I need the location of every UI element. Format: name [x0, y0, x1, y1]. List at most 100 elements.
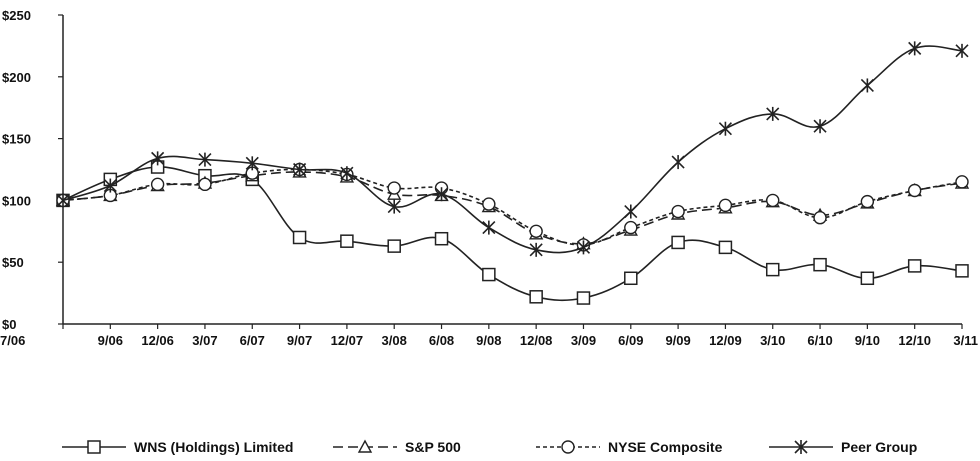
- data-point: [387, 239, 401, 253]
- data-point: [151, 151, 165, 166]
- data-point: [482, 197, 496, 211]
- data-point: [529, 242, 543, 257]
- x-tick-label: 7/06: [0, 333, 25, 348]
- x-tick-label: 9/07: [287, 333, 312, 348]
- data-point: [955, 175, 969, 189]
- x-tick-label: 9/09: [665, 333, 690, 348]
- legend-label: S&P 500: [405, 439, 461, 455]
- data-point: [718, 240, 733, 255]
- x-tick-label: 3/11: [953, 333, 978, 348]
- data-point: [198, 152, 212, 167]
- x-tick-label: 3/07: [192, 333, 217, 348]
- y-tick-label: $200: [2, 70, 31, 85]
- data-point: [907, 183, 922, 198]
- x-tick-label: 12/07: [331, 333, 364, 348]
- data-point: [387, 199, 401, 214]
- data-point: [198, 177, 212, 192]
- series-line-wns-holdings-limited: [62, 166, 963, 302]
- data-point: [529, 224, 543, 239]
- data-point: [671, 204, 685, 219]
- x-tick-label: 9/06: [98, 333, 123, 348]
- data-point: [434, 187, 449, 202]
- series-peer-group: [56, 41, 969, 257]
- series-s-p-500: [55, 164, 970, 250]
- y-tick-label: $150: [2, 132, 31, 147]
- x-tick-label: 3/09: [571, 333, 596, 348]
- data-point: [624, 271, 638, 286]
- series-line-nyse-composite: [62, 168, 963, 246]
- data-point: [908, 41, 922, 56]
- data-point: [860, 271, 875, 286]
- legend-item-wns-holdings-limited: WNS (Holdings) Limited: [62, 439, 293, 455]
- x-tick-label: 6/09: [618, 333, 643, 348]
- legend-item-s-p-500: S&P 500: [333, 439, 461, 455]
- x-tick-label: 9/10: [855, 333, 880, 348]
- data-point: [813, 211, 827, 225]
- data-point: [624, 204, 638, 219]
- x-tick-label: 6/08: [429, 333, 454, 348]
- data-point: [56, 193, 70, 208]
- data-point: [860, 78, 874, 93]
- legend-marker: [561, 440, 575, 454]
- data-point: [482, 267, 496, 282]
- x-tick-label: 9/08: [476, 333, 501, 348]
- series-line-peer-group: [62, 45, 963, 254]
- legend-marker: [794, 440, 808, 454]
- data-point: [955, 43, 969, 58]
- x-tick-label: 12/10: [898, 333, 931, 348]
- legend: WNS (Holdings) Limited S&P 500 NYSE Compos…: [62, 439, 917, 455]
- data-point: [340, 166, 354, 181]
- data-point: [340, 234, 354, 248]
- y-tick-label: $250: [2, 8, 31, 23]
- data-point: [766, 193, 780, 208]
- data-point: [813, 119, 827, 134]
- legend-label: Peer Group: [841, 439, 917, 455]
- data-point: [624, 220, 638, 235]
- data-point: [293, 162, 307, 177]
- data-point: [387, 181, 401, 195]
- data-point: [292, 230, 307, 245]
- series-wns-holdings-limited: [56, 160, 969, 305]
- legend-marker: [87, 440, 101, 454]
- data-point: [718, 198, 733, 213]
- x-tick-label: 12/06: [141, 333, 174, 348]
- x-tick-label: 12/08: [520, 333, 553, 348]
- data-point: [434, 231, 449, 246]
- data-point: [766, 106, 780, 121]
- data-point: [245, 156, 259, 171]
- axes: [62, 15, 962, 325]
- data-point: [576, 291, 591, 305]
- y-tick-label: $100: [2, 193, 31, 208]
- data-point: [150, 177, 165, 192]
- legend-label: NYSE Composite: [608, 439, 723, 455]
- legend-item-peer-group: Peer Group: [769, 439, 917, 455]
- data-point: [529, 290, 543, 304]
- y-axis-ticks: $0 $50 $100 $150 $200 $250: [2, 8, 63, 332]
- data-point: [860, 194, 875, 209]
- data-point: [576, 240, 591, 255]
- data-point: [482, 220, 496, 235]
- x-tick-label: 6/07: [240, 333, 265, 348]
- y-tick-label: $0: [2, 317, 16, 332]
- series-layer: [55, 41, 970, 305]
- legend-marker: [357, 439, 373, 453]
- data-point: [907, 259, 922, 273]
- legend-label: WNS (Holdings) Limited: [134, 439, 293, 455]
- series-nyse-composite: [56, 162, 969, 252]
- data-point: [955, 264, 969, 278]
- x-tick-label: 12/09: [709, 333, 742, 348]
- data-point: [103, 178, 117, 193]
- data-point: [671, 235, 685, 250]
- data-point: [765, 262, 780, 277]
- legend-item-nyse-composite: NYSE Composite: [536, 439, 723, 455]
- series-line-s-p-500: [62, 171, 963, 245]
- data-point: [813, 257, 827, 272]
- data-point: [671, 155, 685, 170]
- y-tick-label: $50: [2, 255, 24, 270]
- x-tick-label: 3/10: [760, 333, 785, 348]
- x-axis-ticks: 7/06 9/06 12/06 3/07 6/07 9/07 12/07 3/08 6/08 9/…: [0, 324, 978, 348]
- x-tick-label: 6/10: [807, 333, 832, 348]
- data-point: [718, 121, 732, 136]
